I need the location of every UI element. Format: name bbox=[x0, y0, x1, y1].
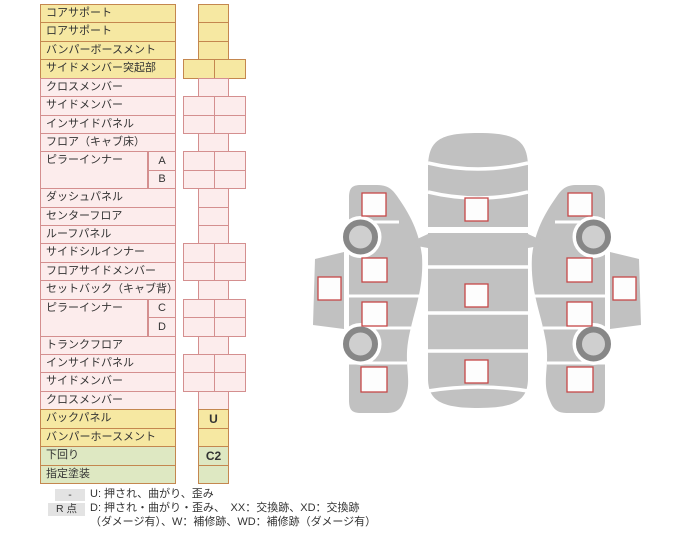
damage-cell-left[interactable] bbox=[183, 151, 215, 171]
part-label-cell: ピラーインナー bbox=[40, 299, 148, 337]
damage-cell[interactable] bbox=[198, 428, 229, 447]
damage-cell[interactable] bbox=[198, 4, 229, 23]
damage-cell-left[interactable] bbox=[183, 299, 215, 318]
damage-checkbox-trunk[interactable] bbox=[464, 359, 489, 384]
car-top-body bbox=[428, 133, 528, 408]
part-label-cell: ピラーインナー bbox=[40, 151, 148, 189]
part-label-cell: トランクフロア bbox=[40, 336, 176, 355]
damage-cell[interactable] bbox=[198, 22, 229, 42]
damage-cell[interactable] bbox=[198, 41, 229, 60]
damage-cell-left[interactable] bbox=[183, 170, 215, 189]
part-label-cell: バンパーホースメント bbox=[40, 428, 176, 447]
damage-cell[interactable] bbox=[198, 78, 229, 97]
damage-cell[interactable] bbox=[198, 225, 229, 244]
damage-cell-left[interactable] bbox=[183, 262, 215, 281]
car-diagram bbox=[300, 133, 652, 430]
left-mirror-icon bbox=[415, 234, 428, 248]
damage-checkbox-roof[interactable] bbox=[464, 283, 489, 308]
part-sub-cell: B bbox=[148, 170, 176, 189]
part-label-cell: 下回り bbox=[40, 446, 176, 466]
damage-cell-left[interactable] bbox=[183, 317, 215, 337]
car-top-view bbox=[415, 133, 541, 408]
damage-cell[interactable] bbox=[198, 188, 229, 208]
damage-cell-left[interactable] bbox=[183, 96, 215, 116]
damage-cell-left[interactable] bbox=[183, 372, 215, 392]
damage-cell[interactable] bbox=[198, 391, 229, 410]
part-label-cell: 指定塗装 bbox=[40, 465, 176, 484]
damage-cell[interactable] bbox=[198, 465, 229, 484]
legend-text-d: D: 押され・曲がり・歪み、 XX：交換跡、XD：交換跡 bbox=[90, 502, 360, 514]
damage-cell-left[interactable] bbox=[183, 59, 215, 79]
damage-cell[interactable]: C2 bbox=[198, 446, 229, 466]
damage-cell[interactable] bbox=[198, 133, 229, 152]
part-label-cell: サイドメンバー突起部 bbox=[40, 59, 176, 79]
right-mirror-icon bbox=[528, 234, 541, 248]
legend-text-d2: （ダメージ有）、W：補修跡、WD：補修跡（ダメージ有） bbox=[90, 516, 377, 528]
part-label-cell: フロアサイドメンバー bbox=[40, 262, 176, 281]
part-label-cell: ルーフパネル bbox=[40, 225, 176, 244]
damage-cell-right[interactable] bbox=[214, 151, 246, 171]
part-label-cell: インサイドパネル bbox=[40, 115, 176, 134]
damage-cell-right[interactable] bbox=[214, 299, 246, 318]
damage-cell-right[interactable] bbox=[214, 372, 246, 392]
damage-cell[interactable]: U bbox=[198, 409, 229, 429]
damage-cell[interactable] bbox=[198, 336, 229, 355]
damage-cell-right[interactable] bbox=[214, 243, 246, 263]
part-label-cell: バンパーボースメント bbox=[40, 41, 176, 60]
damage-cell[interactable] bbox=[198, 207, 229, 226]
part-label-cell: インサイドパネル bbox=[40, 354, 176, 373]
part-sub-cell: C bbox=[148, 299, 176, 318]
damage-cell[interactable] bbox=[198, 280, 229, 300]
damage-cell-right[interactable] bbox=[214, 354, 246, 373]
damage-cell-right[interactable] bbox=[214, 170, 246, 189]
part-label-cell: ロアサポート bbox=[40, 22, 176, 42]
damage-cell-right[interactable] bbox=[214, 262, 246, 281]
part-label-cell: フロア（キャブ床） bbox=[40, 133, 176, 152]
part-label-cell: コアサポート bbox=[40, 4, 176, 23]
car-side-view-right bbox=[532, 185, 641, 413]
damage-cell-left[interactable] bbox=[183, 115, 215, 134]
damage-cell-right[interactable] bbox=[214, 115, 246, 134]
legend-key-minus: - bbox=[55, 489, 85, 501]
part-label-cell: サイドメンバー bbox=[40, 372, 176, 392]
part-label-cell: センターフロア bbox=[40, 207, 176, 226]
damage-checkbox-hood[interactable] bbox=[464, 197, 489, 222]
part-label-cell: クロスメンバー bbox=[40, 391, 176, 410]
part-label-cell: ダッシュパネル bbox=[40, 188, 176, 208]
legend-text-u: U: 押され、曲がり、歪み bbox=[90, 488, 214, 500]
part-label-cell: サイドメンバー bbox=[40, 96, 176, 116]
part-sub-cell: D bbox=[148, 317, 176, 337]
car-side-view-left bbox=[313, 185, 422, 413]
part-label-cell: クロスメンバー bbox=[40, 78, 176, 97]
damage-cell-left[interactable] bbox=[183, 243, 215, 263]
part-label-cell: バックパネル bbox=[40, 409, 176, 429]
part-sub-cell: A bbox=[148, 151, 176, 171]
part-label-cell: サイドシルインナー bbox=[40, 243, 176, 263]
part-label-cell: セットバック（キャブ背） bbox=[40, 280, 176, 300]
damage-cell-left[interactable] bbox=[183, 354, 215, 373]
legend-key-rpoint: R 点 bbox=[48, 503, 85, 516]
damage-cell-right[interactable] bbox=[214, 59, 246, 79]
damage-cell-right[interactable] bbox=[214, 96, 246, 116]
damage-cell-right[interactable] bbox=[214, 317, 246, 337]
